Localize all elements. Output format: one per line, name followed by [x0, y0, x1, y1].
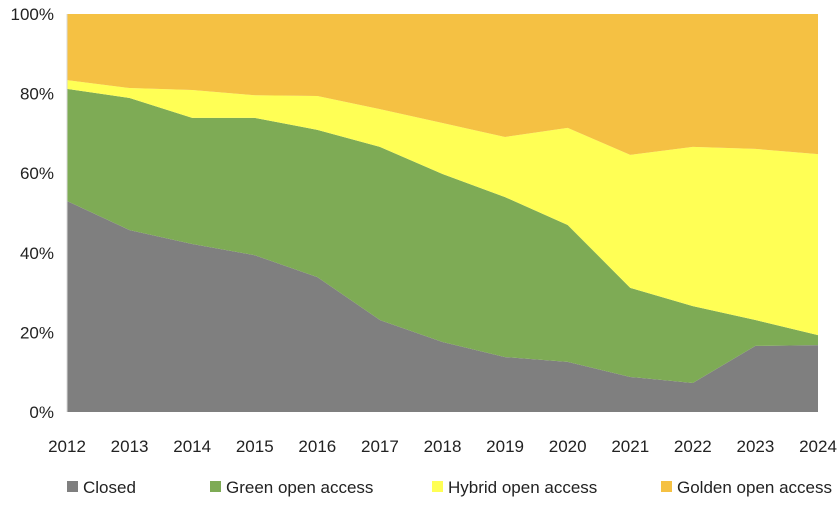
y-tick-label: 40% [20, 244, 54, 263]
area-golden-open-access [67, 14, 818, 155]
x-tick-label: 2017 [361, 437, 399, 456]
x-tick-label: 2018 [424, 437, 462, 456]
y-tick-label: 80% [20, 85, 54, 104]
area-closed [67, 201, 818, 412]
x-tick-label: 2022 [674, 437, 712, 456]
y-tick-label: 0% [29, 403, 54, 422]
x-axis-ticks: 2012 2013 2014 2015 2016 2017 2018 2019 2020 2021… [48, 437, 837, 456]
y-tick-label: 60% [20, 164, 54, 183]
legend-swatch [67, 481, 78, 492]
x-tick-label: 2015 [236, 437, 274, 456]
x-tick-label: 2019 [486, 437, 524, 456]
x-tick-label: 2024 [799, 437, 837, 456]
legend: Closed Green open access Hybrid open acces… [67, 478, 832, 497]
legend-swatch [661, 481, 672, 492]
legend-swatch [210, 481, 221, 492]
x-tick-label: 2023 [737, 437, 775, 456]
legend-label: Golden open access [677, 478, 832, 497]
x-tick-label: 2012 [48, 437, 86, 456]
legend-label: Hybrid open access [448, 478, 597, 497]
area-green-open-access [67, 88, 818, 383]
legend-item: Golden open access [661, 478, 832, 497]
legend-label: Green open access [226, 478, 373, 497]
x-tick-label: 2013 [111, 437, 149, 456]
legend-item: Closed [67, 478, 136, 497]
legend-swatch [432, 481, 443, 492]
legend-label: Closed [83, 478, 136, 497]
area-layers [67, 14, 818, 412]
y-tick-label: 100% [11, 5, 54, 24]
x-tick-label: 2020 [549, 437, 587, 456]
x-tick-label: 2014 [173, 437, 211, 456]
area-hybrid-open-access [67, 80, 818, 336]
legend-item: Hybrid open access [432, 478, 597, 497]
legend-item: Green open access [210, 478, 373, 497]
y-tick-label: 20% [20, 323, 54, 342]
x-tick-label: 2021 [611, 437, 649, 456]
y-axis-ticks: 0% 20% 40% 60% 80% 100% [11, 5, 54, 422]
x-tick-label: 2016 [298, 437, 336, 456]
